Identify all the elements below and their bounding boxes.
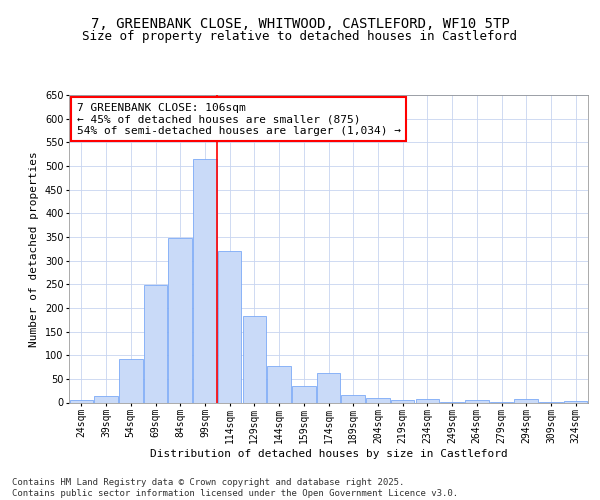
Bar [341,396,365,402]
Text: 7, GREENBANK CLOSE, WHITWOOD, CASTLEFORD, WF10 5TP: 7, GREENBANK CLOSE, WHITWOOD, CASTLEFORD… [91,18,509,32]
Text: Contains HM Land Registry data © Crown copyright and database right 2025.
Contai: Contains HM Land Registry data © Crown c… [12,478,458,498]
Text: Size of property relative to detached houses in Castleford: Size of property relative to detached ho… [83,30,517,43]
Bar [242,316,266,402]
Bar [218,251,241,402]
Bar [514,399,538,402]
Bar [119,358,143,403]
Bar [169,238,192,402]
Bar [391,400,415,402]
Bar [317,372,340,402]
Text: 7 GREENBANK CLOSE: 106sqm
← 45% of detached houses are smaller (875)
54% of semi: 7 GREENBANK CLOSE: 106sqm ← 45% of detac… [77,102,401,136]
Y-axis label: Number of detached properties: Number of detached properties [29,151,39,346]
Bar [193,159,217,402]
Bar [564,401,587,402]
Bar [416,398,439,402]
Bar [144,285,167,403]
X-axis label: Distribution of detached houses by size in Castleford: Distribution of detached houses by size … [149,449,508,459]
Bar [70,400,93,402]
Bar [465,400,488,402]
Bar [292,386,316,402]
Bar [268,366,291,403]
Bar [94,396,118,402]
Bar [366,398,389,402]
